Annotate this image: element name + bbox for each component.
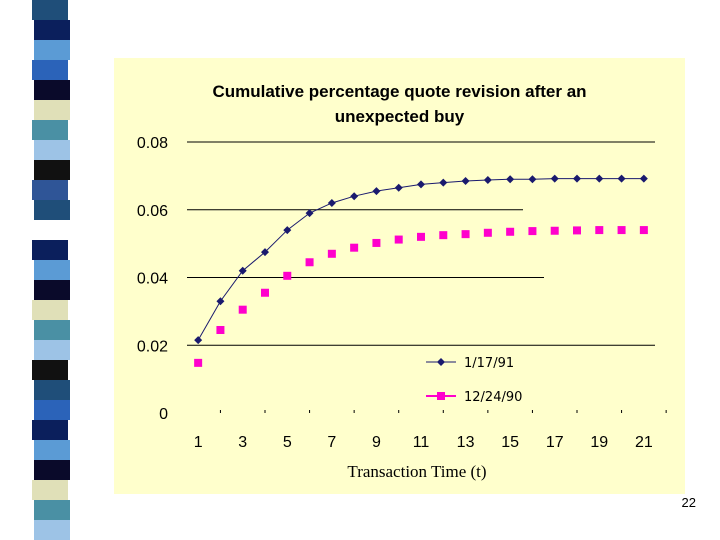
- data-point-12-24-90: [394, 235, 403, 244]
- strip-block: [34, 200, 70, 220]
- data-point-12-24-90: [372, 238, 381, 247]
- data-point-1-17-91: [550, 174, 559, 183]
- data-point-12-24-90: [617, 226, 626, 235]
- line-chart: 00.020.040.060.081 3 5 7 9 11 13 15 17 19 21Transa…: [137, 135, 667, 481]
- strip-block: [34, 460, 70, 480]
- strip-block: [34, 520, 70, 540]
- data-point-1-17-91: [350, 192, 359, 201]
- strip-block: [34, 220, 70, 240]
- data-point-12-24-90: [573, 226, 581, 235]
- data-point-1-17-91: [261, 248, 269, 257]
- x-tick-label: 21: [635, 434, 653, 451]
- data-point-12-24-90: [238, 305, 247, 314]
- legend-marker: [437, 358, 445, 366]
- data-point-1-17-91: [639, 174, 648, 183]
- legend-marker: [437, 392, 445, 400]
- data-point-12-24-90: [261, 288, 269, 297]
- data-point-12-24-90: [350, 243, 359, 252]
- x-tick-label: 11: [413, 434, 430, 451]
- data-point-1-17-91: [506, 175, 515, 184]
- data-point-1-17-91: [595, 174, 604, 183]
- strip-block: [34, 400, 70, 420]
- data-point-12-24-90: [216, 326, 225, 335]
- data-point-12-24-90: [305, 258, 314, 267]
- strip-block: [32, 180, 68, 200]
- strip-block: [34, 500, 70, 520]
- strip-block: [32, 300, 68, 320]
- chart-title-line-1: Cumulative percentage quote revision aft…: [212, 82, 587, 101]
- strip-block: [32, 60, 68, 80]
- strip-block: [34, 160, 70, 180]
- strip-block: [32, 420, 68, 440]
- data-point-1-17-91: [528, 175, 537, 184]
- strip-block: [34, 40, 70, 60]
- chart-title-line-2: unexpected buy: [334, 107, 465, 126]
- strip-block: [34, 380, 70, 400]
- data-point-1-17-91: [439, 178, 448, 187]
- data-point-1-17-91: [238, 266, 247, 275]
- decorative-left-strip: [0, 0, 70, 540]
- data-point-1-17-91: [194, 336, 203, 345]
- data-point-12-24-90: [439, 231, 448, 240]
- strip-block: [34, 320, 70, 340]
- strip-block: [34, 20, 70, 40]
- data-point-12-24-90: [639, 226, 648, 235]
- x-tick-label: 3: [238, 434, 247, 451]
- strip-block: [32, 0, 68, 20]
- strip-block: [34, 340, 70, 360]
- data-point-1-17-91: [483, 175, 492, 184]
- data-point-12-24-90: [327, 249, 336, 258]
- data-point-1-17-91: [327, 198, 336, 207]
- data-point-12-24-90: [550, 226, 559, 235]
- data-point-12-24-90: [283, 271, 292, 280]
- strip-block: [34, 140, 70, 160]
- x-tick-label: 5: [283, 434, 292, 451]
- x-tick-label: 7: [327, 434, 336, 451]
- data-point-12-24-90: [483, 228, 492, 237]
- data-point-12-24-90: [194, 358, 203, 367]
- legend-label: 12/24/90: [464, 390, 522, 405]
- x-tick-label: 1: [194, 434, 203, 451]
- legend-label: 1/17/91: [464, 356, 514, 371]
- series-line-1-17-91: [197, 178, 644, 341]
- strip-block: [34, 260, 70, 280]
- y-tick-label: 0.08: [137, 135, 168, 152]
- y-tick-label: 0.06: [137, 203, 168, 220]
- strip-block: [32, 480, 68, 500]
- x-tick-label: 13: [457, 434, 475, 451]
- data-point-12-24-90: [506, 227, 515, 236]
- data-point-1-17-91: [573, 174, 581, 183]
- strip-block: [32, 240, 68, 260]
- x-tick-label: 9: [372, 434, 381, 451]
- strip-block: [32, 120, 68, 140]
- data-point-1-17-91: [283, 226, 292, 235]
- y-tick-label: 0.02: [137, 338, 168, 355]
- data-point-12-24-90: [461, 230, 470, 239]
- data-point-12-24-90: [595, 226, 604, 235]
- strip-block: [34, 280, 70, 300]
- data-point-12-24-90: [528, 227, 537, 236]
- x-axis-label: Transaction Time (t): [347, 462, 486, 481]
- strip-block: [32, 360, 68, 380]
- data-point-1-17-91: [216, 297, 225, 306]
- data-point-1-17-91: [372, 187, 381, 196]
- strip-block: [34, 440, 70, 460]
- slide-number: 22: [681, 495, 696, 510]
- y-tick-label: 0: [159, 406, 168, 423]
- x-tick-label: 17: [546, 434, 564, 451]
- data-point-1-17-91: [417, 180, 425, 189]
- x-tick-label: 19: [590, 434, 608, 451]
- y-tick-label: 0.04: [137, 271, 168, 288]
- x-tick-label: 15: [501, 434, 519, 451]
- strip-block: [34, 80, 70, 100]
- data-point-1-17-91: [461, 176, 470, 185]
- data-point-1-17-91: [394, 183, 403, 192]
- strip-block: [34, 100, 70, 120]
- data-point-1-17-91: [305, 209, 314, 218]
- data-point-12-24-90: [417, 232, 425, 241]
- chart-panel: Cumulative percentage quote revision aft…: [114, 58, 685, 494]
- data-point-1-17-91: [617, 174, 626, 183]
